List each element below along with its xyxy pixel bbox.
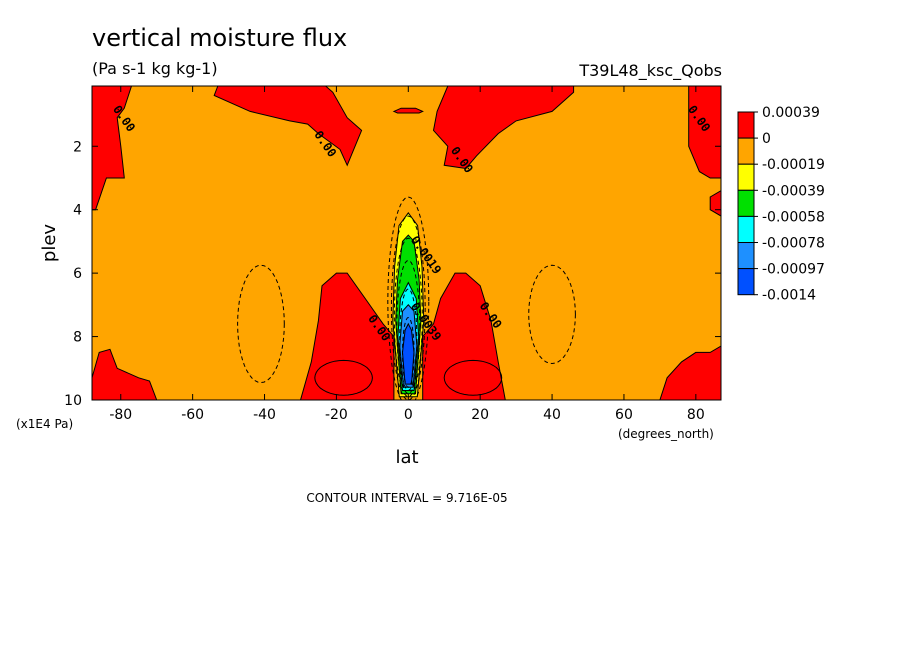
colorbar-label: -0.00078 xyxy=(762,236,825,252)
dashed-contour-core-4 xyxy=(399,288,418,392)
x-tick-label: 60 xyxy=(615,407,633,423)
y-tick-label: 2 xyxy=(73,139,82,155)
colorbar-label: -0.00097 xyxy=(762,262,825,278)
dashed-contour-core-2 xyxy=(393,237,423,398)
x-tick-label: 80 xyxy=(687,407,705,423)
y-tick-label: 10 xyxy=(64,393,82,409)
dashed-contour-right xyxy=(528,264,576,365)
colorbar-label: -0.00019 xyxy=(762,157,825,173)
x-tick-label: -20 xyxy=(325,407,348,423)
positive-region-ne xyxy=(688,86,721,179)
chart-title: vertical moisture flux xyxy=(92,24,347,52)
y-axis: 2 4 6 8 10 xyxy=(64,139,721,409)
dashed-contour-core-3 xyxy=(396,259,421,395)
colorbar-swatch xyxy=(737,137,755,165)
colorbar-label: 0.00039 xyxy=(762,105,820,121)
x-tick-label: 20 xyxy=(471,407,489,423)
positive-region-upper-right xyxy=(432,86,575,170)
colorbar-swatch xyxy=(737,242,755,270)
y-tick-label: 4 xyxy=(73,203,82,219)
colorbar-label: -0.0014 xyxy=(762,288,816,304)
y-tick-label: 6 xyxy=(73,266,82,282)
colorbar: 0.00039 0 -0.00019 -0.00039 -0.00058 -0.00078… xyxy=(737,105,825,304)
x-axis: -80 -60 -40 -20 0 20 40 60 80 xyxy=(109,86,705,423)
positive-contour-lower-left xyxy=(314,359,373,396)
colorbar-label: -0.00058 xyxy=(762,209,825,225)
y-unit-label: (x1E4 Pa) xyxy=(16,417,73,431)
positive-region-upper-center xyxy=(392,107,424,114)
colorbar-swatch xyxy=(737,111,755,139)
dashed-contour-core-outer xyxy=(387,196,430,400)
colorbar-swatch xyxy=(737,163,755,191)
x-tick-label: -40 xyxy=(253,407,276,423)
negative-region-5 xyxy=(401,322,415,385)
x-unit-label: (degrees_north) xyxy=(618,427,714,441)
colorbar-swatch xyxy=(737,215,755,243)
colorbar-label: 0 xyxy=(762,131,771,147)
chart-units: (Pa s-1 kg kg-1) xyxy=(92,59,218,78)
y-axis-label: plev xyxy=(39,224,60,263)
plot-frame xyxy=(91,85,722,401)
run-label: T39L48_ksc_Qobs xyxy=(578,61,722,81)
x-tick-label: 40 xyxy=(543,407,561,423)
colorbar-swatch xyxy=(737,189,755,217)
positive-contour-lower-right xyxy=(443,359,503,396)
colorbar-label: -0.00039 xyxy=(762,183,825,199)
x-tick-label: -60 xyxy=(181,407,204,423)
x-tick-label: 0 xyxy=(404,407,413,423)
contour-interval: CONTOUR INTERVAL = 9.716E-05 xyxy=(306,491,507,505)
dashed-contour-core-5 xyxy=(401,316,415,388)
x-axis-label: lat xyxy=(395,447,418,468)
positive-region-sw xyxy=(92,348,158,400)
y-tick-label: 8 xyxy=(73,330,82,346)
positive-region-se xyxy=(659,345,721,400)
x-tick-label: -80 xyxy=(109,407,132,423)
dashed-contour-core-1 xyxy=(390,215,426,400)
colorbar-swatch xyxy=(737,268,755,296)
positive-region-lower-right xyxy=(422,272,506,400)
dashed-contour-left xyxy=(237,264,285,384)
positive-region-upper-left xyxy=(213,86,363,167)
